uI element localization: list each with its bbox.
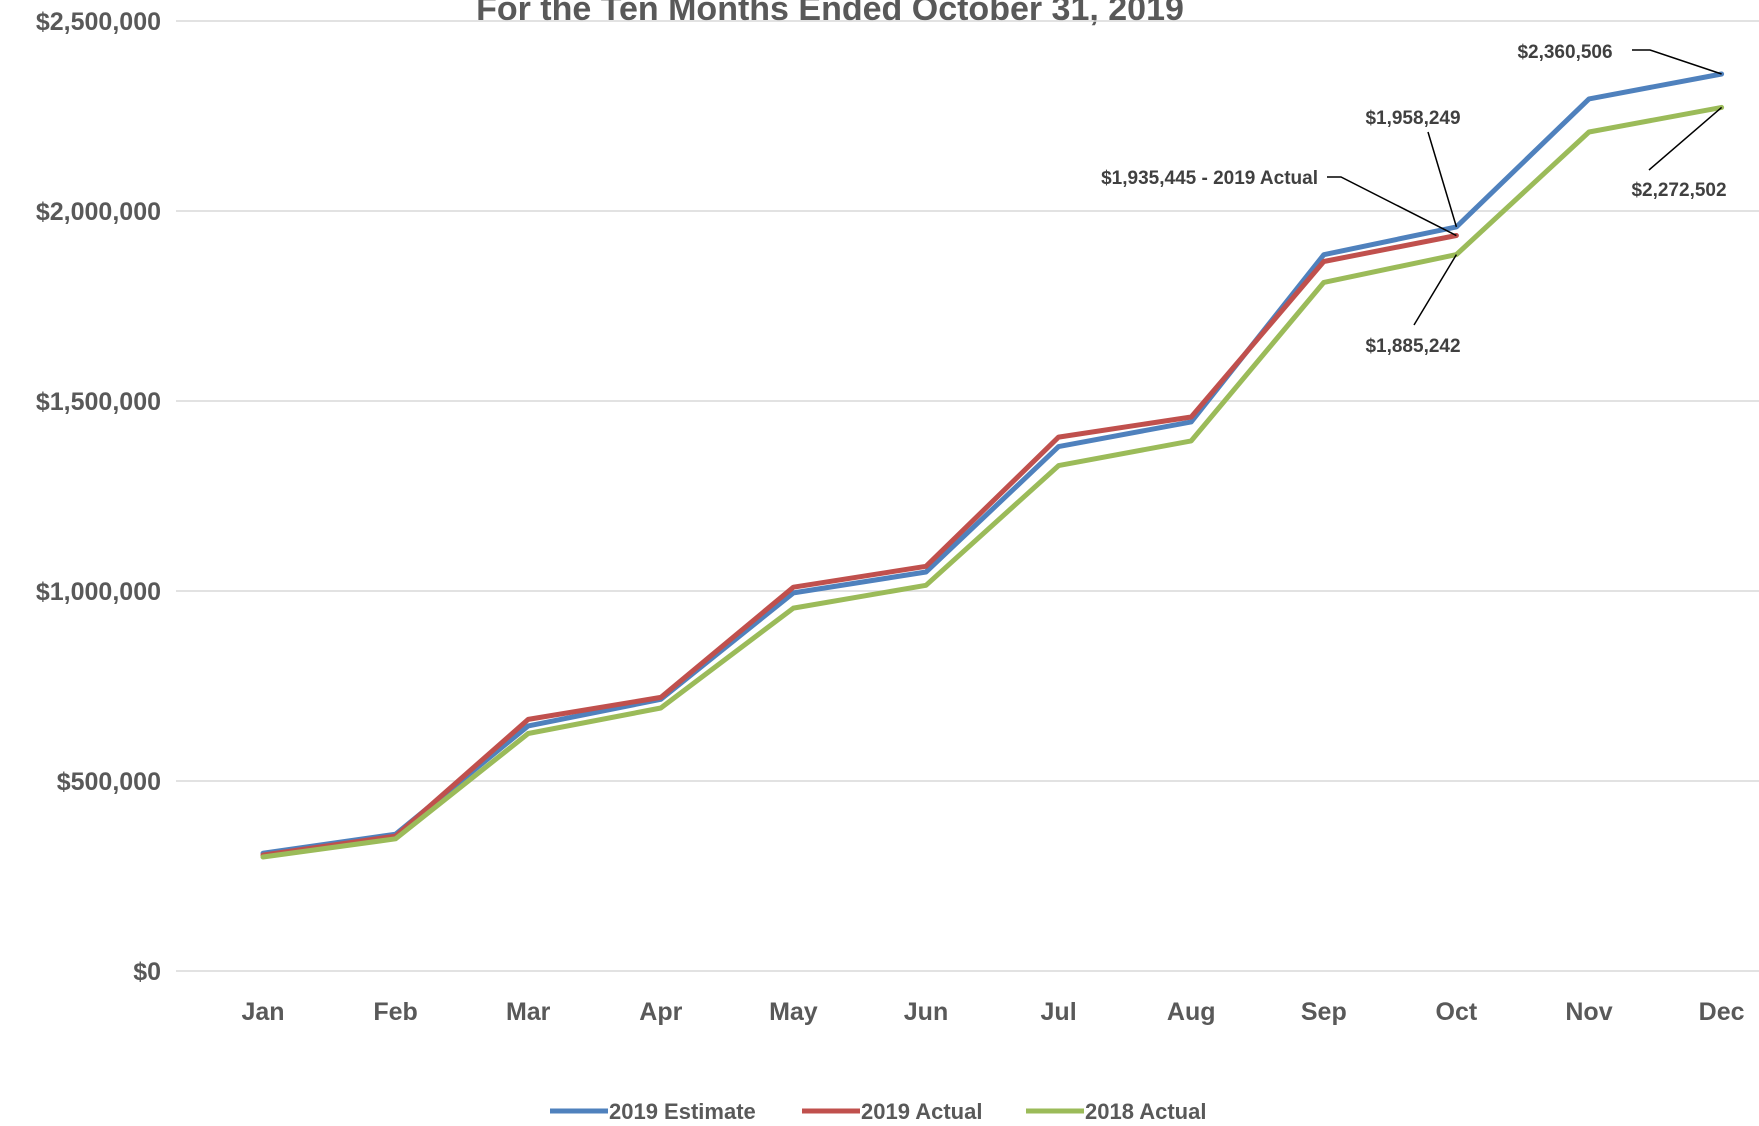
y-tick-label: $1,500,000 bbox=[36, 388, 161, 416]
x-tick-label: Apr bbox=[639, 998, 682, 1026]
x-tick-label: May bbox=[769, 998, 818, 1026]
annotation-leader bbox=[1427, 131, 1458, 228]
x-tick-label: Mar bbox=[506, 998, 551, 1026]
x-tick-label: Nov bbox=[1565, 998, 1612, 1026]
x-tick-label: Jul bbox=[1041, 998, 1077, 1026]
annotation-label: $2,272,502 bbox=[1631, 180, 1726, 201]
x-tick-label: Jan bbox=[241, 998, 284, 1026]
chart-title: For the Ten Months Ended October 31, 201… bbox=[476, 0, 1184, 28]
x-tick-label: Dec bbox=[1699, 998, 1745, 1026]
x-tick-label: Aug bbox=[1167, 998, 1216, 1026]
y-tick-label: $0 bbox=[133, 958, 161, 986]
legend-label: 2019 Actual bbox=[861, 1099, 982, 1124]
annotation-leader bbox=[1413, 254, 1458, 326]
x-tick-label: Jun bbox=[904, 998, 948, 1026]
y-tick-label: $2,500,000 bbox=[36, 8, 161, 36]
series-line-1 bbox=[260, 233, 1459, 858]
legend-label: 2018 Actual bbox=[1085, 1099, 1206, 1124]
gridlines bbox=[176, 20, 1759, 972]
x-tick-label: Oct bbox=[1436, 998, 1478, 1026]
series-line-0 bbox=[260, 71, 1725, 856]
annotation-label: $1,935,445 - 2019 Actual bbox=[1101, 168, 1318, 189]
y-tick-label: $500,000 bbox=[57, 768, 161, 796]
x-tick-label: Feb bbox=[373, 998, 417, 1026]
x-axis: Jan Feb Mar Apr May Jun Jul Aug Sep Oct Nov Dec bbox=[241, 998, 1744, 1026]
annotation-label: $2,360,506 bbox=[1517, 42, 1612, 63]
series-lines bbox=[260, 71, 1725, 860]
annotation-label: $1,885,242 bbox=[1365, 336, 1460, 357]
annotation-leader bbox=[1648, 106, 1723, 171]
annotation-leader bbox=[1327, 176, 1457, 237]
data-annotations: $2,360,506 $1,958,249 $1,935,445 - 2019 Ac… bbox=[1101, 42, 1726, 357]
legend-label: 2019 Estimate bbox=[609, 1099, 756, 1124]
y-tick-label: $2,000,000 bbox=[36, 198, 161, 226]
y-axis: $0 $500,000 $1,000,000 $1,500,000 $2,000,000… bbox=[36, 8, 161, 986]
annotation-label: $1,958,249 bbox=[1365, 108, 1460, 129]
legend: 2019 Estimate 2019 Actual 2018 Actual bbox=[550, 1099, 1206, 1124]
series-line-2 bbox=[260, 104, 1725, 860]
y-tick-label: $1,000,000 bbox=[36, 578, 161, 606]
annotation-leader bbox=[1632, 49, 1722, 75]
x-tick-label: Sep bbox=[1301, 998, 1347, 1026]
